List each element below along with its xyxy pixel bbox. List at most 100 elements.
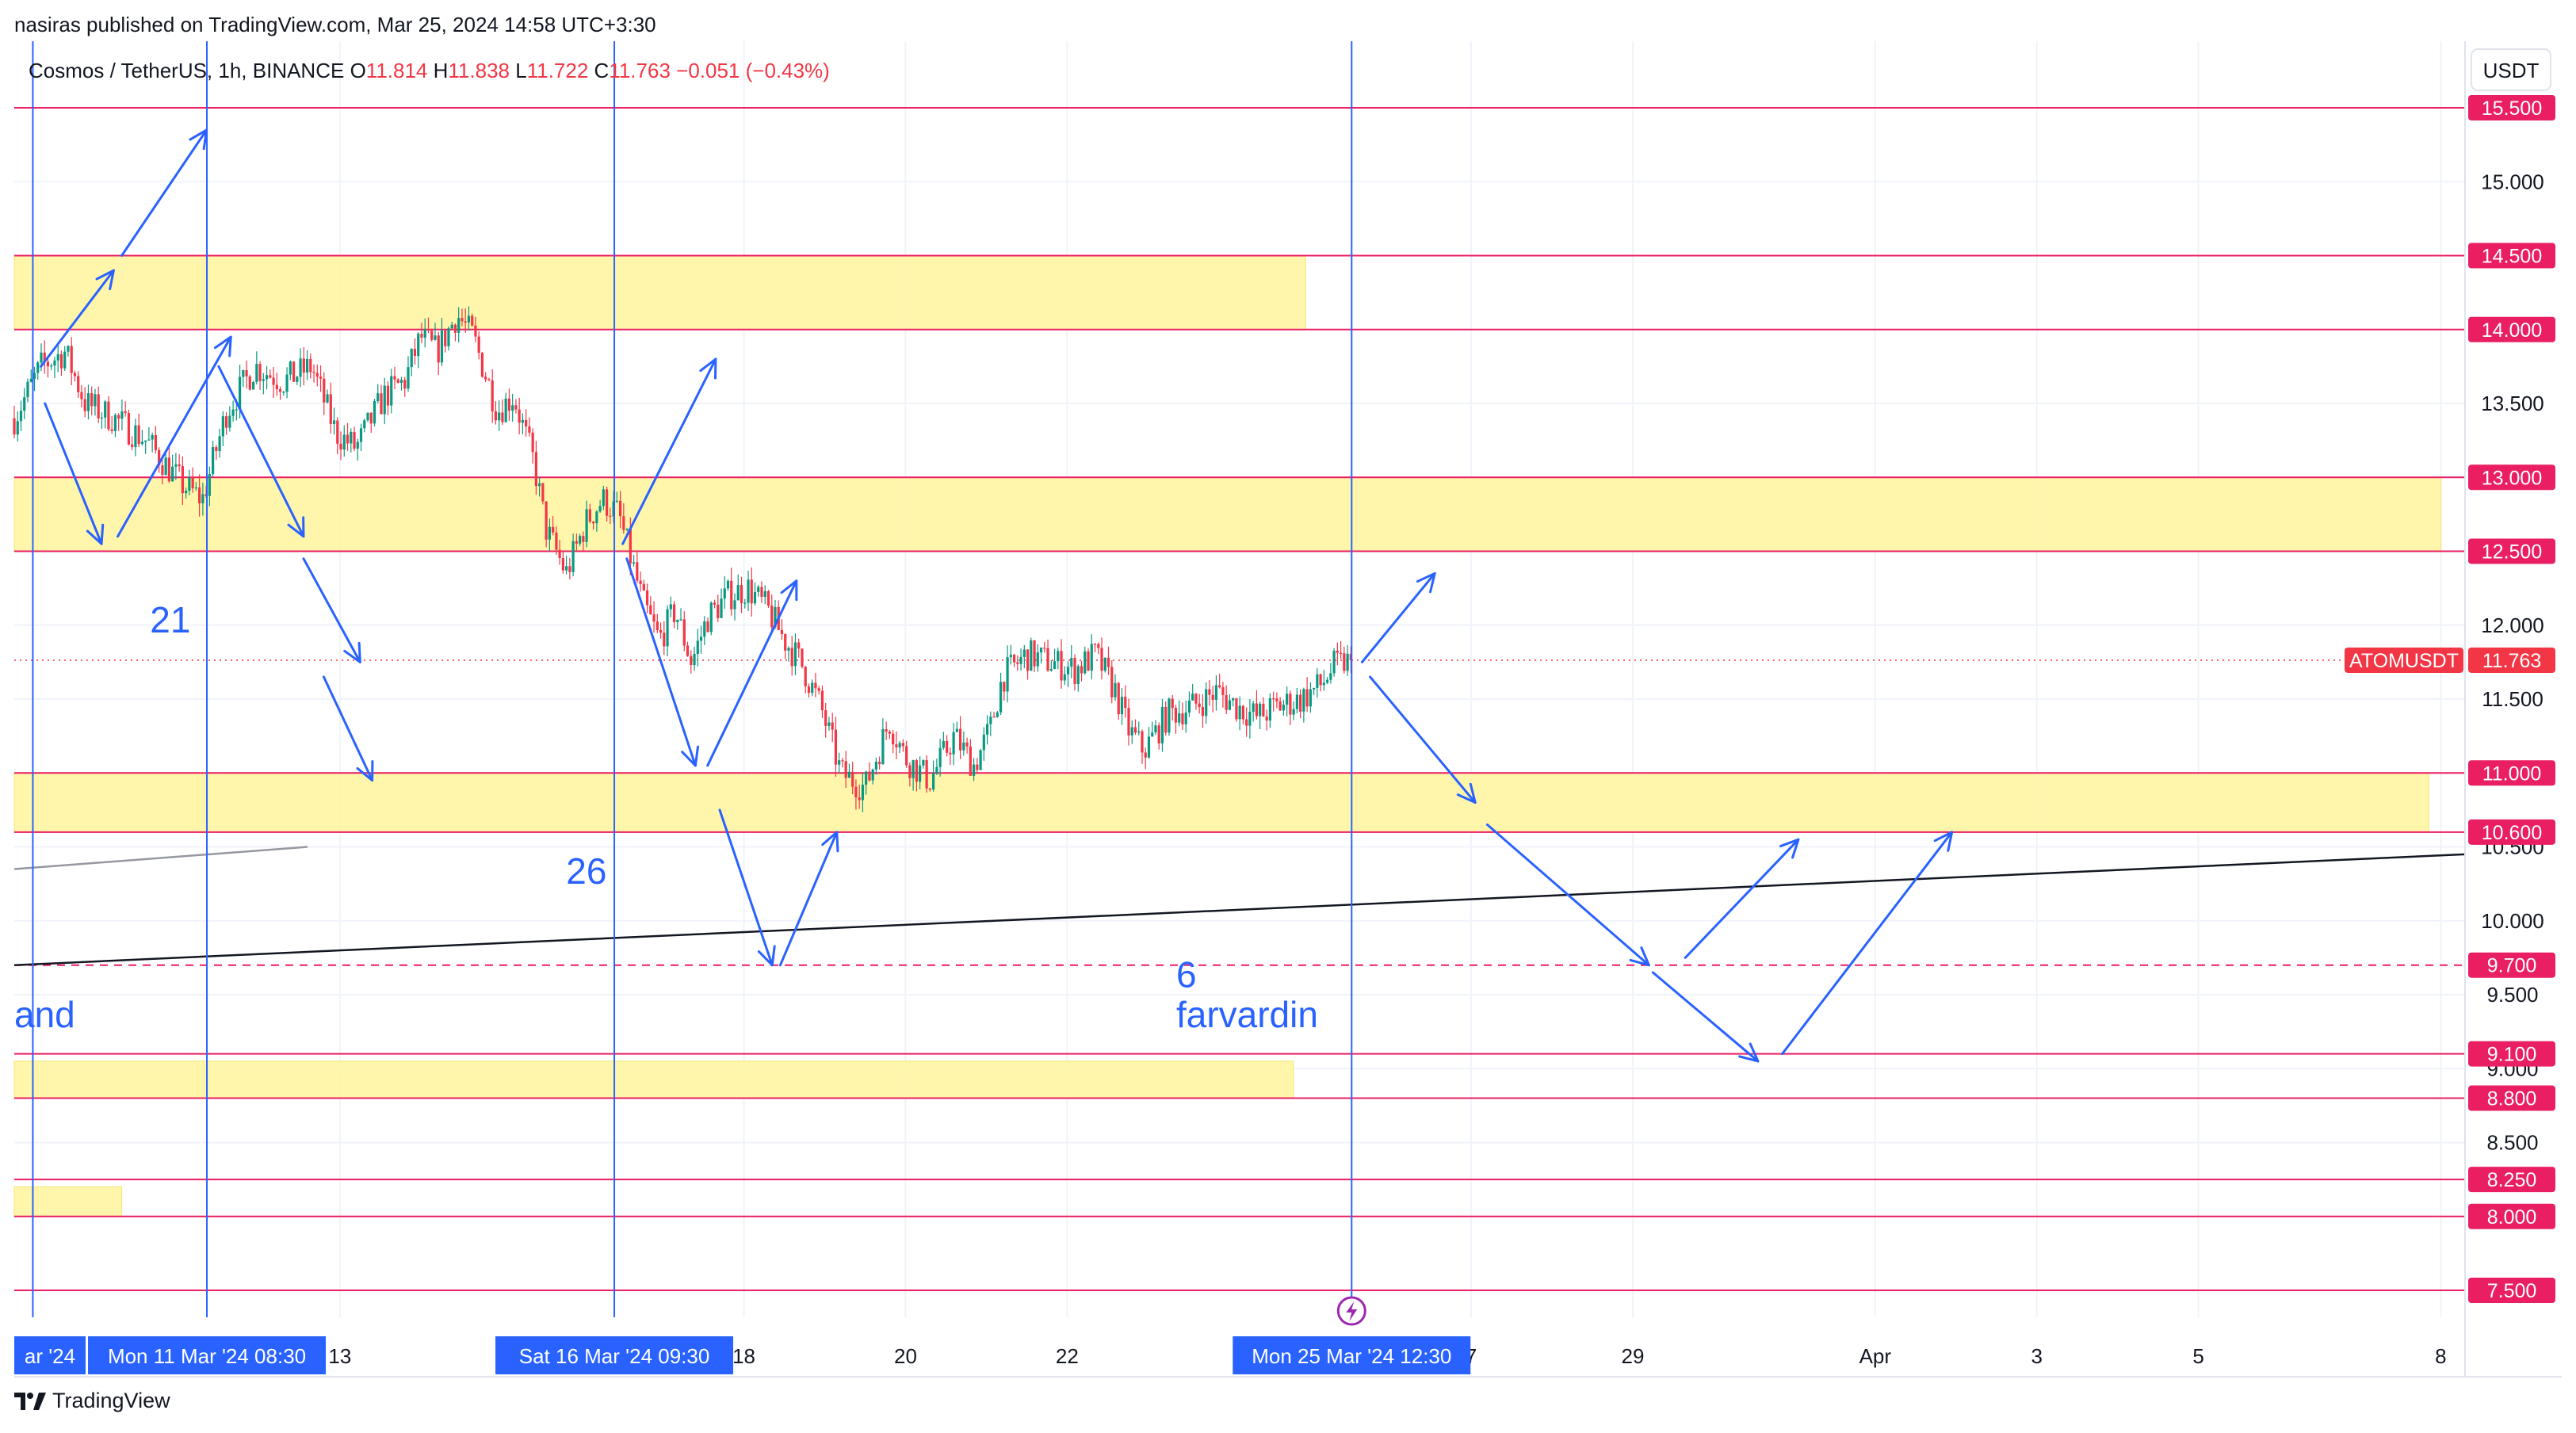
candle — [1292, 709, 1295, 715]
date-label-box[interactable] — [88, 1336, 327, 1374]
candle — [831, 722, 834, 730]
candle — [390, 376, 393, 406]
candle — [161, 465, 164, 476]
level-tag[interactable] — [2468, 243, 2555, 269]
candle — [498, 412, 501, 421]
price-axis[interactable] — [2467, 0, 2576, 1373]
candle — [548, 526, 551, 540]
candle — [19, 411, 23, 422]
date-label-box[interactable] — [495, 1336, 734, 1374]
dashed-level-tag[interactable] — [2468, 952, 2555, 978]
open-value: 11.814 — [366, 59, 434, 82]
candle — [461, 318, 464, 322]
candle — [720, 598, 723, 618]
projection-arrow[interactable] — [1360, 571, 1436, 663]
projection-arrow[interactable] — [1684, 838, 1800, 959]
level-tag[interactable] — [2468, 819, 2555, 845]
projection-arrow[interactable] — [718, 808, 774, 967]
candle — [94, 394, 97, 407]
candle — [251, 381, 255, 390]
candle — [690, 655, 693, 666]
candle — [1191, 694, 1194, 701]
candle — [871, 769, 874, 781]
level-label: 14.000 — [2482, 319, 2542, 342]
candle — [666, 609, 669, 647]
candle — [663, 632, 666, 647]
candle — [198, 487, 201, 504]
candle — [285, 374, 289, 392]
candle — [989, 716, 992, 724]
candle — [1171, 698, 1174, 709]
level-tag[interactable] — [2468, 1085, 2555, 1111]
candle — [1057, 651, 1060, 662]
annotation-text: 6 — [1176, 954, 1197, 995]
candle — [935, 766, 938, 774]
level-tag[interactable] — [2468, 95, 2555, 120]
arrow-head — [1779, 838, 1800, 859]
candle — [164, 457, 167, 476]
projection-arrow[interactable] — [302, 557, 361, 663]
projection-arrow[interactable] — [625, 557, 697, 767]
candle — [1309, 689, 1312, 707]
tradingview-brand[interactable]: TradingView — [14, 1389, 170, 1413]
level-tag[interactable] — [2468, 1203, 2555, 1229]
candle — [255, 364, 258, 382]
candle — [881, 728, 885, 765]
candle — [834, 729, 838, 765]
level-tag[interactable] — [2468, 1041, 2555, 1067]
projection-arrow[interactable] — [120, 128, 208, 257]
projection-arrow[interactable] — [40, 269, 115, 368]
candle — [1120, 697, 1124, 715]
candle — [437, 335, 440, 363]
candle — [1278, 701, 1282, 711]
level-tag[interactable] — [2468, 464, 2555, 491]
projection-arrow[interactable] — [322, 675, 374, 782]
candle — [730, 580, 733, 610]
arrow-head — [1738, 1042, 1760, 1063]
candle — [1130, 727, 1133, 736]
currency-box[interactable] — [2471, 48, 2551, 91]
projection-arrow[interactable] — [1485, 823, 1650, 967]
candle — [16, 421, 19, 435]
arrow-head — [1629, 946, 1650, 967]
projection-arrow[interactable] — [217, 365, 305, 538]
projection-arrow[interactable] — [116, 335, 232, 538]
projection-arrow[interactable] — [1369, 675, 1477, 804]
level-tag[interactable] — [2468, 316, 2555, 342]
level-tag[interactable] — [2468, 1167, 2555, 1193]
x-tick-label: 20 — [894, 1344, 917, 1368]
level-tag[interactable] — [2468, 538, 2555, 564]
candle — [982, 734, 985, 751]
candle — [955, 728, 958, 732]
projection-arrow[interactable] — [621, 357, 717, 545]
projection-arrow[interactable] — [706, 579, 798, 767]
date-label-box[interactable] — [1233, 1336, 1471, 1374]
candle — [1343, 653, 1346, 671]
candle — [750, 579, 753, 604]
candle — [1248, 711, 1252, 726]
date-label-box[interactable] — [14, 1336, 86, 1374]
candle — [238, 376, 242, 410]
projection-arrow[interactable] — [778, 831, 839, 967]
candle — [1144, 752, 1147, 758]
level-tag[interactable] — [2468, 760, 2555, 786]
candle — [356, 441, 359, 449]
candle — [1265, 716, 1268, 721]
projection-arrow[interactable] — [1781, 831, 1954, 1056]
trendline[interactable] — [13, 853, 2466, 966]
projection-arrow[interactable] — [1651, 971, 1760, 1063]
trendline[interactable] — [13, 846, 308, 870]
x-tick-label: Apr — [1859, 1344, 1892, 1368]
projection-arrow[interactable] — [44, 402, 103, 545]
candle — [1332, 651, 1336, 674]
last-price-tag[interactable] — [2468, 647, 2555, 673]
candle — [423, 329, 426, 338]
candle — [113, 415, 117, 431]
ticker-tag[interactable] — [2345, 647, 2463, 673]
level-tag[interactable] — [2468, 1278, 2555, 1303]
arrow-head — [1933, 831, 1954, 852]
y-tick-label: 11.500 — [2482, 687, 2544, 711]
candle — [878, 762, 881, 765]
candle — [565, 566, 568, 571]
